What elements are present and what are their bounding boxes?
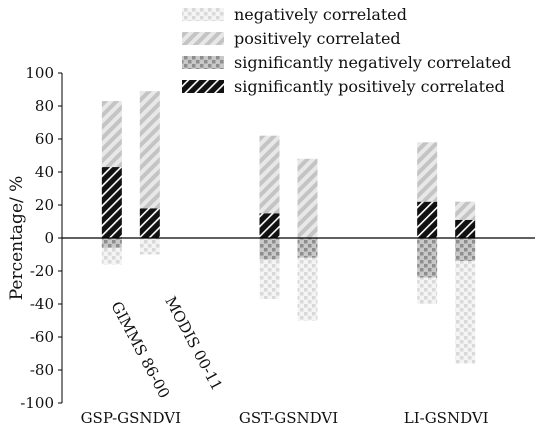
bar-signeg-li-gsndvi-modis: [455, 238, 476, 262]
bar-sigpos-li-gsndvi-gimms: [417, 201, 438, 238]
bar-sigpos-gsp-gsndvi-gimms: [101, 167, 122, 238]
legend-label-sigpos: significantly positively correlated: [234, 77, 505, 96]
bar-pos-li-gsndvi-gimms: [417, 142, 438, 202]
legend-label-neg: negatively correlated: [234, 5, 407, 24]
category-label: LI-GSNDVI: [404, 409, 489, 427]
bar-sigpos-li-gsndvi-modis: [455, 219, 476, 238]
category-label: GSP-GSNDVI: [81, 409, 182, 427]
y-tick-label: 20: [35, 196, 54, 214]
y-tick-label: -80: [30, 361, 54, 379]
y-tick-label: 100: [25, 64, 54, 82]
legend-label-pos: positively correlated: [234, 29, 401, 48]
bar-neg-gsp-gsndvi-gimms: [101, 247, 122, 265]
bar-sigpos-gst-gsndvi-gimms: [259, 213, 280, 238]
legend-swatch-signeg: [182, 56, 224, 69]
y-tick-label: 60: [35, 130, 54, 148]
bar-neg-li-gsndvi-modis: [455, 261, 476, 364]
bar-signeg-li-gsndvi-gimms: [417, 238, 438, 278]
subgroup-label-modis: MODIS 00-11: [161, 293, 226, 393]
y-tick-label: -100: [20, 394, 54, 412]
y-tick-label: -40: [30, 295, 54, 313]
bar-signeg-gsp-gsndvi-gimms: [101, 238, 122, 248]
bar-neg-li-gsndvi-gimms: [417, 277, 438, 304]
y-tick-label: 40: [35, 163, 54, 181]
legend-swatch-neg: [182, 8, 224, 21]
bar-signeg-gst-gsndvi-modis: [297, 238, 318, 258]
bar-pos-gsp-gsndvi-gimms: [101, 101, 122, 168]
bar-pos-gsp-gsndvi-modis: [139, 91, 160, 209]
y-tick-label: -60: [30, 328, 54, 346]
bar-pos-gst-gsndvi-gimms: [259, 135, 280, 214]
y-axis-label: Percentage/ %: [7, 176, 27, 301]
bar-neg-gsp-gsndvi-modis: [139, 238, 160, 255]
legend-swatch-pos: [182, 32, 224, 45]
y-tick-label: 0: [44, 229, 54, 247]
legend-label-signeg: significantly negatively correlated: [234, 53, 511, 72]
y-tick-label: 80: [35, 97, 54, 115]
y-tick-label: -20: [30, 262, 54, 280]
bar-pos-gst-gsndvi-modis: [297, 158, 318, 238]
bar-pos-li-gsndvi-modis: [455, 201, 476, 220]
bar-signeg-gst-gsndvi-gimms: [259, 238, 280, 260]
category-label: GST-GSNDVI: [239, 409, 338, 427]
legend-swatch-sigpos: [182, 80, 224, 93]
bar-neg-gst-gsndvi-gimms: [259, 259, 280, 300]
subgroup-label-gimms: GIMMS 86-00: [107, 298, 173, 401]
bar-sigpos-gsp-gsndvi-modis: [139, 208, 160, 238]
bar-neg-gst-gsndvi-modis: [297, 257, 318, 321]
